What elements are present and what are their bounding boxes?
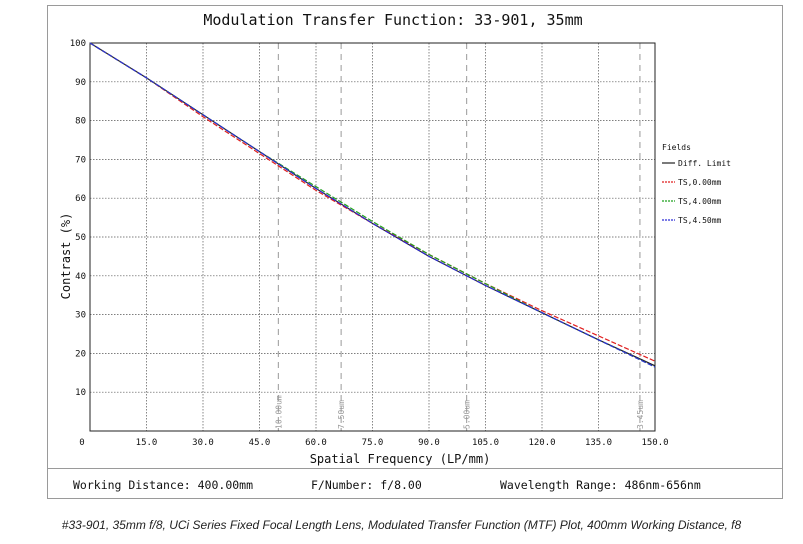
legend-entry: TS,4.00mm: [678, 197, 722, 206]
f-number: F/Number: f/8.00: [311, 478, 422, 492]
x-tick-label: 0: [79, 438, 84, 448]
plot-area-border: [89, 42, 656, 432]
plot-frame: [47, 5, 783, 499]
y-tick-label: 60: [75, 194, 86, 204]
y-tick-label: 10: [75, 388, 86, 398]
x-tick-label: 75.0: [362, 438, 384, 448]
y-tick-label: 50: [75, 233, 86, 243]
legend-entry: TS,0.00mm: [678, 178, 722, 187]
x-tick-label: 150.0: [641, 438, 668, 448]
chart-title: Modulation Transfer Function: 33-901, 35…: [203, 11, 582, 29]
info-divider: [47, 468, 783, 469]
x-tick-label: 105.0: [472, 438, 499, 448]
series-line-ts-0-00mm: [89, 42, 656, 362]
figure-caption: #33-901, 35mm f/8, UCi Series Fixed Foca…: [61, 518, 742, 532]
y-tick-label: 70: [75, 155, 86, 165]
reference-line-label: 10.00um: [274, 395, 283, 429]
y-axis-label: Contrast (%): [59, 213, 73, 300]
y-tick-label: 100: [70, 39, 86, 49]
x-tick-label: 15.0: [136, 438, 158, 448]
legend-title: Fields: [662, 143, 691, 152]
x-axis-label: Spatial Frequency (LP/mm): [310, 452, 491, 466]
reference-line-label: 5.00um: [463, 400, 472, 429]
x-tick-label: 135.0: [585, 438, 612, 448]
wavelength-range: Wavelength Range: 486nm-656nm: [500, 478, 701, 492]
x-tick-label: 45.0: [249, 438, 271, 448]
x-tick-label: 90.0: [418, 438, 440, 448]
legend: Fields Diff. Limit TS,0.00mm TS,4.00mm TS,4…: [662, 143, 731, 225]
y-tick-label: 40: [75, 272, 86, 282]
info-bar: Working Distance: 400.00mm F/Number: f/8…: [47, 469, 783, 499]
x-tick-label: 30.0: [192, 438, 214, 448]
legend-entry: Diff. Limit: [678, 159, 731, 168]
y-tick-label: 90: [75, 78, 86, 88]
x-tick-label: 60.0: [305, 438, 327, 448]
mtf-chart: Modulation Transfer Function: 33-901, 35…: [59, 11, 731, 466]
y-tick-label: 20: [75, 349, 86, 359]
reference-line-label: 3.45um: [636, 400, 645, 429]
legend-entry: TS,4.50mm: [678, 216, 722, 225]
y-tick-label: 80: [75, 117, 86, 127]
working-distance: Working Distance: 400.00mm: [73, 478, 254, 492]
y-tick-label: 30: [75, 311, 86, 321]
x-tick-label: 120.0: [528, 438, 555, 448]
reference-line-label: 7.50um: [337, 400, 346, 429]
series-line-ts-4-50mm: [89, 42, 656, 368]
